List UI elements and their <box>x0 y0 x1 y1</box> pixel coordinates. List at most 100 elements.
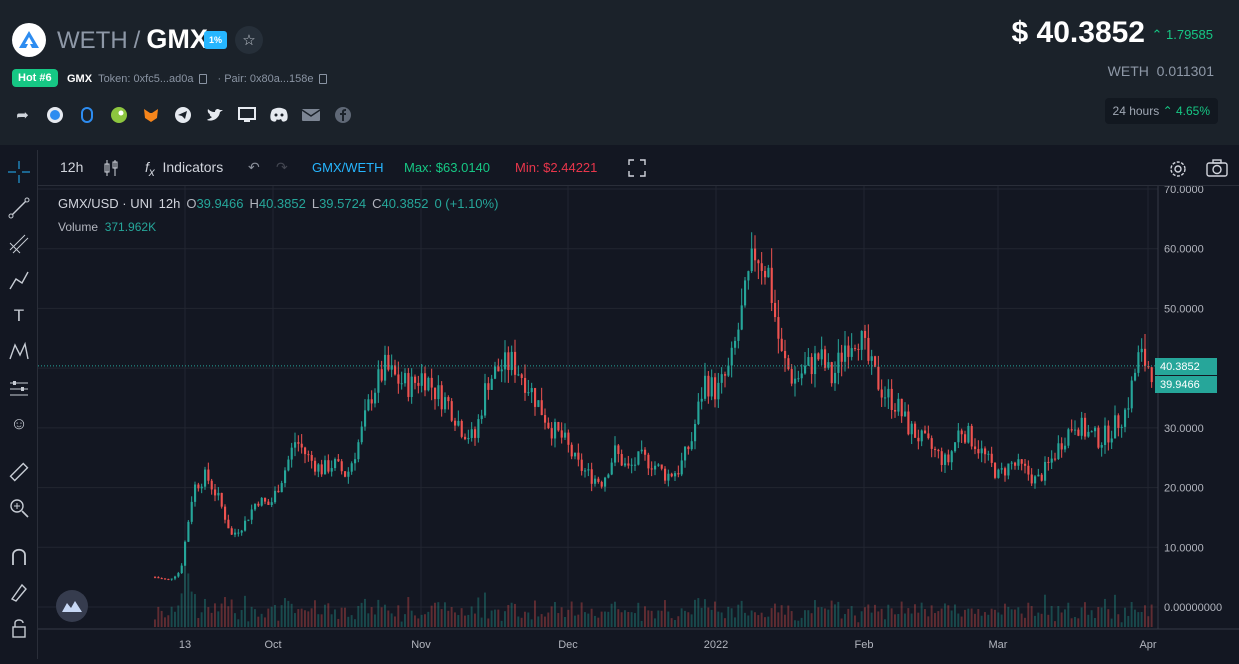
arbiscan-icon[interactable] <box>44 104 65 125</box>
copy-icon[interactable] <box>319 74 328 84</box>
volume-bar <box>1130 601 1133 627</box>
candle-body <box>400 383 403 385</box>
volume-bar <box>657 610 660 627</box>
token-address[interactable]: Token: 0xfc5...ad0a <box>98 73 194 85</box>
volume-bar <box>190 591 193 627</box>
volume-bar <box>254 609 256 627</box>
candle-body <box>544 415 547 423</box>
price-chart[interactable]: 70.000060.000050.000040.000030.000020.00… <box>38 184 1239 659</box>
volume-bar <box>1080 607 1083 627</box>
candle-body <box>230 528 233 535</box>
volume-bar <box>260 613 263 627</box>
volume-bar <box>200 612 203 627</box>
volume-bar <box>574 615 576 627</box>
candlestick-chart[interactable]: 70.000060.000050.000040.000030.000020.00… <box>38 184 1239 659</box>
text-icon[interactable]: T <box>13 306 25 325</box>
volume-bar <box>434 602 436 627</box>
volume-bar <box>1084 602 1086 627</box>
discord-icon[interactable] <box>268 104 289 125</box>
lock-drawing-icon[interactable] <box>7 580 31 604</box>
volume-bar <box>737 604 740 627</box>
emoji-icon[interactable]: ☺ <box>10 414 28 433</box>
tradingview-logo[interactable] <box>56 590 88 622</box>
twitter-icon[interactable] <box>204 104 225 125</box>
volume-bar <box>1077 618 1080 627</box>
volume-bar <box>230 599 233 627</box>
zoom-icon[interactable] <box>7 496 31 520</box>
candle-body <box>537 400 540 407</box>
volume-bar <box>690 614 693 627</box>
redo-icon[interactable]: ↷ <box>276 159 288 175</box>
chainlink-icon[interactable] <box>76 104 97 125</box>
social-links: ➦ <box>12 104 353 125</box>
candle-body <box>1147 366 1150 368</box>
website-icon[interactable] <box>236 104 257 125</box>
volume-bar <box>977 609 980 627</box>
volume-bar <box>640 620 643 627</box>
coingecko-icon[interactable] <box>108 104 129 125</box>
pair-address[interactable]: · Pair: 0x80a...158e <box>217 73 314 85</box>
candle-body <box>870 356 873 361</box>
volume-bar <box>664 600 666 627</box>
price-change-value: 1.79585 <box>1166 27 1213 42</box>
trendline-icon[interactable] <box>7 196 31 220</box>
volume-bar <box>837 601 840 627</box>
volume-bar <box>197 618 200 627</box>
candle-body <box>427 377 430 391</box>
candle-body <box>1100 444 1103 448</box>
fullscreen-icon[interactable] <box>628 159 646 180</box>
telegram-icon[interactable] <box>172 104 193 125</box>
lock-icon[interactable] <box>7 616 31 640</box>
volume-bar <box>620 612 623 627</box>
gear-icon[interactable] <box>1168 159 1188 182</box>
candle-body <box>744 280 747 306</box>
candle-body <box>864 330 867 338</box>
metamask-icon[interactable] <box>140 104 161 125</box>
candle-body <box>187 521 190 542</box>
prediction-icon[interactable] <box>7 376 31 400</box>
candle-body <box>680 460 683 475</box>
candle-body <box>667 473 670 481</box>
interval-button[interactable]: 12h <box>60 159 84 175</box>
copy-icon[interactable] <box>199 74 208 84</box>
pattern-icon[interactable] <box>7 340 31 364</box>
volume-bar <box>910 613 913 627</box>
magnet-icon[interactable] <box>7 544 31 568</box>
candle-body <box>1077 429 1080 436</box>
ohlc-legend: GMX/USD · UNI 12h O39.9466 H40.3852 L39.… <box>58 196 498 211</box>
indicators-button[interactable]: fx Indicators <box>145 159 223 179</box>
candle-body <box>627 463 630 466</box>
brush-icon[interactable] <box>7 268 31 292</box>
facebook-icon[interactable] <box>332 104 353 125</box>
volume-bar <box>817 607 820 627</box>
volume-bar <box>854 615 856 627</box>
candle-body <box>374 392 377 404</box>
undo-icon[interactable]: ↶ <box>248 159 260 175</box>
pair-title: WETH / GMX <box>57 24 208 55</box>
pair-toggle[interactable]: GMX/WETH <box>312 160 384 175</box>
volume-bar <box>877 611 880 627</box>
chart-toolbar: 12h fx Indicators ↶ ↷ GMX/WETH Max: $63.… <box>0 150 1239 186</box>
email-icon[interactable] <box>300 104 321 125</box>
share-icon[interactable]: ➦ <box>16 106 29 124</box>
candle-body <box>360 426 363 443</box>
volume-bar <box>474 613 476 627</box>
y-tick-label: 70.0000 <box>1164 186 1204 196</box>
period-change-box[interactable]: 24 hours ⌃ 4.65% <box>1104 98 1218 124</box>
favorite-button[interactable]: ☆ <box>235 26 263 54</box>
candle-body <box>734 340 737 348</box>
candle-body <box>287 459 290 471</box>
candles-icon[interactable] <box>103 159 119 180</box>
candle-body <box>487 383 490 390</box>
crosshair-icon[interactable] <box>7 160 31 184</box>
volume-bar <box>430 605 433 627</box>
camera-icon[interactable] <box>1206 159 1228 180</box>
fib-icon[interactable] <box>7 232 31 256</box>
volume-bar <box>900 601 903 627</box>
volume-bar <box>550 606 553 627</box>
volume-bar <box>217 611 220 627</box>
hot-badge: Hot #6 <box>12 69 58 87</box>
ruler-icon[interactable] <box>7 460 31 484</box>
candle-body <box>417 382 420 386</box>
candle-body <box>437 385 440 400</box>
